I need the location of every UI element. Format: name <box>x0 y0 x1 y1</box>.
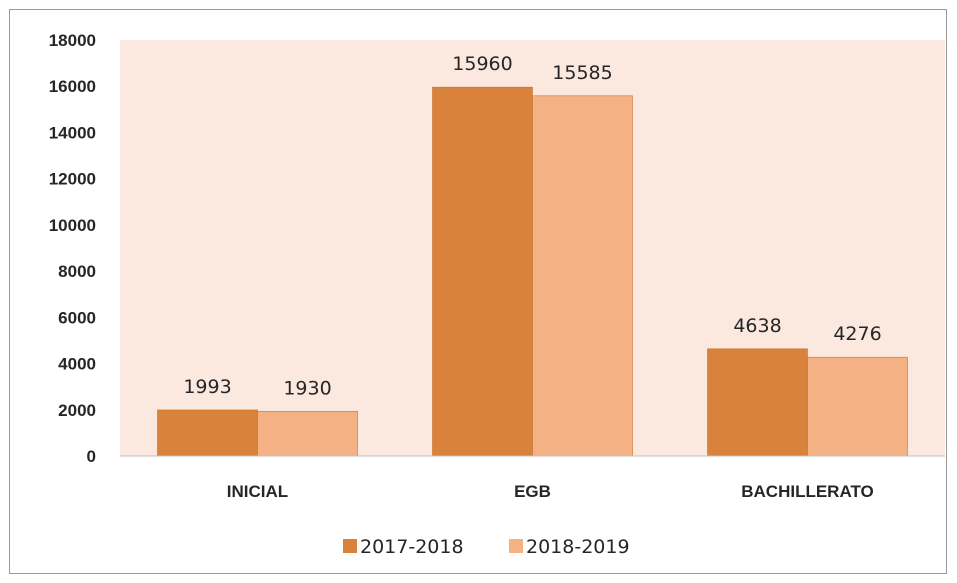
y-tick-label: 4000 <box>58 355 96 374</box>
data-label: 1993 <box>183 376 231 398</box>
y-tick-label: 2000 <box>58 401 96 420</box>
bar <box>807 356 908 457</box>
bar <box>257 411 358 457</box>
y-axis: 0 2000 4000 6000 8000 10000 12000 14000 16000 180… <box>49 31 96 466</box>
x-tick-label: BACHILLERATO <box>741 482 874 501</box>
legend-swatch <box>509 539 523 553</box>
bar <box>432 86 533 457</box>
bar <box>707 348 808 457</box>
legend: 2017-2018 2018-2019 <box>343 536 630 558</box>
data-label: 1930 <box>283 377 331 399</box>
bar <box>157 409 258 457</box>
legend-swatch <box>343 539 357 553</box>
data-label: 4638 <box>733 315 781 337</box>
y-tick-label: 6000 <box>58 308 96 327</box>
x-axis: INICIAL EGB BACHILLERATO <box>227 482 874 501</box>
data-labels: 1993 1930 15960 15585 4638 4276 <box>183 53 881 399</box>
data-label: 15960 <box>452 53 512 75</box>
bar <box>532 95 633 457</box>
y-tick-label: 10000 <box>49 216 96 235</box>
y-tick-label: 18000 <box>49 31 96 50</box>
data-label: 4276 <box>833 323 881 345</box>
y-tick-label: 14000 <box>49 123 96 142</box>
legend-label: 2018-2019 <box>526 536 630 558</box>
y-tick-label: 0 <box>87 447 96 466</box>
x-tick-label: EGB <box>514 482 551 501</box>
y-tick-label: 16000 <box>49 77 96 96</box>
y-tick-label: 8000 <box>58 262 96 281</box>
legend-label: 2017-2018 <box>360 536 464 558</box>
bars <box>157 86 908 457</box>
y-tick-label: 12000 <box>49 170 96 189</box>
data-label: 15585 <box>552 62 612 84</box>
x-tick-label: INICIAL <box>227 482 288 501</box>
